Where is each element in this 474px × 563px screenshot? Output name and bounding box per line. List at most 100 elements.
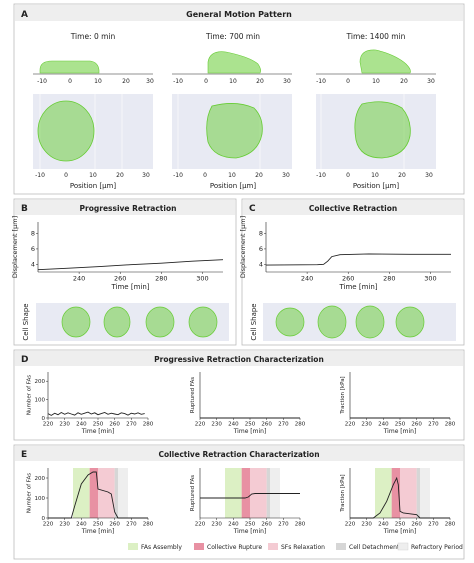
cell-side-profile <box>39 60 100 74</box>
phase-band <box>250 468 267 518</box>
phase-legend: FAs Assembly Collective Rupture SFs Rela… <box>128 542 463 551</box>
tick-label: 30 <box>427 78 435 85</box>
phase-band <box>118 468 128 518</box>
panel-c-frame <box>241 198 465 346</box>
tick-label: 0 <box>203 172 207 179</box>
phase-band <box>400 468 417 518</box>
x-tick-label: 220 <box>43 522 54 528</box>
x-tick-label: 230 <box>361 422 372 428</box>
x-tick-label: 270 <box>278 522 289 528</box>
x-tick-label: 270 <box>428 522 439 528</box>
cell-shape <box>355 305 385 339</box>
y-tick-label: 200 <box>35 476 46 482</box>
legend-label: Refractory Period <box>411 544 463 551</box>
y-tick-label: 0 <box>42 516 46 522</box>
chart-D-rup: 220 230 240 250 260 270 280 Time [min] Ruptured … <box>190 372 306 435</box>
legend-swatch <box>397 542 409 551</box>
panel-c-header <box>243 200 463 215</box>
panel-c-title: Collective Retraction <box>309 204 397 213</box>
series-line <box>350 476 450 519</box>
x-tick-label: 240 <box>76 522 87 528</box>
cell-shape-label-b: Cell Shape <box>22 303 30 340</box>
legend-label: Collective Rupture <box>207 544 262 551</box>
x-tick-label: 270 <box>126 422 137 428</box>
panel-a-letter: A <box>21 10 28 20</box>
chart-E-tr: 220 230 240 250 260 270 280 Time [min] Traction … <box>340 468 456 535</box>
x-axis-label: Time [min] <box>233 528 267 535</box>
tick-label: 20 <box>255 172 263 179</box>
tick-label: 30 <box>425 172 433 179</box>
motion-snapshot-3: Time: 1400 min -10 0 10 20 30 -10 0 10 2… <box>316 32 436 190</box>
panel-a-header <box>15 5 463 21</box>
legend-label: FAs Assembly <box>141 544 182 551</box>
x-tick-label: 250 <box>395 522 406 528</box>
x-axis-label: Time [min] <box>110 283 149 291</box>
y-tick-label: 4 <box>259 260 263 268</box>
tick-label: 20 <box>122 78 130 85</box>
x-tick-label: 300 <box>196 275 208 283</box>
x-tick-label: 240 <box>228 522 239 528</box>
tick-label: 10 <box>228 172 236 179</box>
cell-side-profile <box>359 49 411 74</box>
x-axis-label: Position [μm] <box>210 182 256 190</box>
x-tick-label: 270 <box>428 422 439 428</box>
x-tick-label: 230 <box>59 522 70 528</box>
cell-shape <box>188 306 218 338</box>
x-tick-label: 280 <box>295 422 306 428</box>
cell-top-view <box>354 101 411 159</box>
chart-B-disp: 240 260 280 300 4 6 8 Time [min] Displacement [μ… <box>11 216 224 291</box>
tick-label: -10 <box>316 172 326 179</box>
panel-e-header <box>15 446 463 461</box>
x-tick-label: 230 <box>211 422 222 428</box>
panel-d-title: Progressive Retraction Characterization <box>154 355 324 364</box>
cell-top-view <box>37 100 95 162</box>
cell-side-profile <box>207 51 261 74</box>
panel-b-letter: B <box>21 204 28 214</box>
cell-top-view <box>206 103 263 159</box>
x-axis-label: Position [μm] <box>353 182 399 190</box>
x-tick-label: 250 <box>93 522 104 528</box>
y-tick-label: 200 <box>35 379 46 385</box>
phase-band <box>420 468 430 518</box>
time-label: Time: 0 min <box>70 32 116 41</box>
tick-label: 0 <box>64 172 68 179</box>
x-tick-label: 280 <box>445 422 456 428</box>
y-axis-label: Ruptured FAs <box>190 475 196 511</box>
x-tick-label: 260 <box>342 275 354 283</box>
y-tick-label: 100 <box>35 397 46 403</box>
x-tick-label: 270 <box>126 522 137 528</box>
y-tick-label: 4 <box>31 260 35 268</box>
tick-label: 0 <box>346 172 350 179</box>
y-tick-label: 100 <box>35 496 46 502</box>
x-axis-label: Time [min] <box>81 428 115 435</box>
x-tick-label: 230 <box>361 522 372 528</box>
x-tick-label: 240 <box>73 275 85 283</box>
charts-layer: 240 260 280 300 4 6 8 Time [min] Displacement [μ… <box>11 216 456 535</box>
tick-label: 0 <box>68 78 72 85</box>
tick-label: -10 <box>37 78 47 85</box>
x-tick-label: 280 <box>383 275 395 283</box>
phase-band <box>270 468 280 518</box>
legend-swatch <box>268 543 278 550</box>
tick-label: 10 <box>372 78 380 85</box>
panel-e-frame <box>13 444 465 560</box>
x-axis-label: Position [μm] <box>70 182 116 190</box>
x-tick-label: 260 <box>109 522 120 528</box>
legend-swatch <box>128 543 138 550</box>
legend-label: SFs Relaxation <box>281 544 325 551</box>
cell-shape-label-c: Cell Shape <box>250 303 258 340</box>
series-line <box>265 253 451 266</box>
time-label: Time: 1400 min <box>346 32 406 41</box>
phase-band <box>266 468 270 518</box>
tick-label: 30 <box>146 78 154 85</box>
panel-d-frame <box>13 349 465 441</box>
y-tick-label: 6 <box>259 245 263 253</box>
series-line <box>48 471 148 519</box>
phase-band <box>89 468 98 518</box>
panel-b-title: Progressive Retraction <box>80 204 177 213</box>
x-tick-label: 250 <box>245 422 256 428</box>
x-tick-label: 230 <box>211 522 222 528</box>
phase-band <box>375 468 392 518</box>
chart-D-tr: 220 230 240 250 260 270 280 Time [min] Traction … <box>340 372 456 435</box>
